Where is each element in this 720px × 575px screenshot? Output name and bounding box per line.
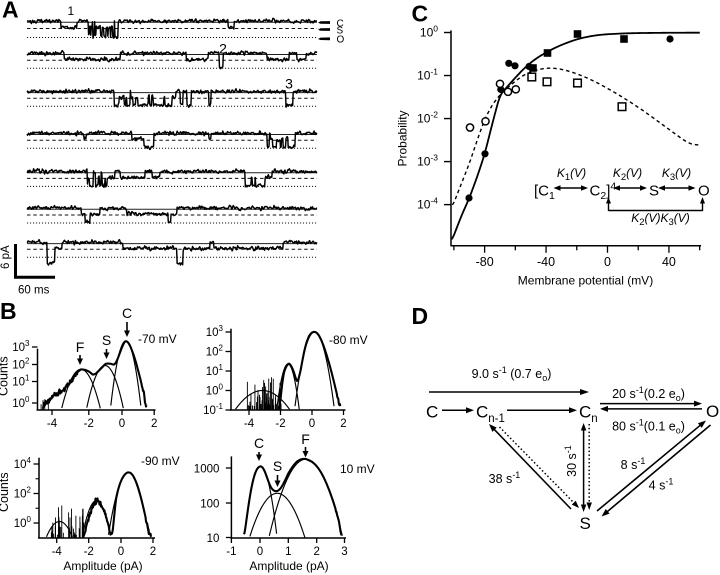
svg-text:C: C	[337, 18, 344, 29]
svg-text:2: 2	[219, 41, 227, 57]
svg-text:2: 2	[313, 546, 319, 558]
svg-text:80 s-1(0.1 eo): 80 s-1(0.1 eo)	[612, 418, 685, 436]
svg-text:-4: -4	[52, 546, 63, 558]
svg-text:9.0 s-1 (0.7 eo): 9.0 s-1 (0.7 eo)	[472, 365, 552, 383]
svg-text:O: O	[706, 402, 719, 421]
svg-text:0: 0	[118, 546, 124, 558]
svg-text:10 mV: 10 mV	[340, 462, 375, 476]
svg-text:2: 2	[340, 418, 346, 430]
svg-text:60 ms: 60 ms	[18, 285, 50, 297]
svg-text:40: 40	[662, 255, 676, 269]
svg-text:-80 mV: -80 mV	[329, 333, 368, 347]
svg-text:O: O	[698, 183, 710, 200]
svg-text:-1: -1	[226, 546, 236, 558]
svg-text:Counts: Counts	[0, 356, 11, 396]
svg-text:O: O	[337, 35, 345, 46]
svg-text:Membrane potential (mV): Membrane potential (mV)	[518, 274, 653, 288]
svg-text:6 pA: 6 pA	[0, 245, 12, 269]
svg-text:-4: -4	[244, 418, 255, 430]
svg-text:10: 10	[207, 533, 220, 545]
svg-text:2: 2	[150, 546, 156, 558]
svg-text:2: 2	[151, 418, 157, 430]
svg-text:D: D	[412, 303, 429, 329]
svg-text:A: A	[2, 0, 19, 22]
svg-text:F: F	[301, 431, 310, 447]
svg-text:0: 0	[604, 255, 611, 269]
svg-text:Amplitude (pA): Amplitude (pA)	[249, 559, 328, 573]
svg-text:0: 0	[119, 418, 125, 430]
svg-text:S: S	[580, 514, 591, 533]
svg-text:S: S	[273, 458, 282, 474]
svg-text:K2(V): K2(V)	[613, 166, 642, 183]
svg-text:Probability: Probability	[396, 110, 410, 166]
svg-text:-70 mV: -70 mV	[138, 332, 177, 346]
svg-text:0: 0	[309, 418, 315, 430]
svg-text:-4: -4	[47, 418, 58, 430]
svg-text:1000: 1000	[194, 464, 220, 476]
svg-text:0: 0	[257, 546, 263, 558]
svg-text:C: C	[122, 305, 132, 321]
svg-text:C: C	[254, 435, 264, 451]
svg-text:Amplitude (pA): Amplitude (pA)	[63, 559, 142, 573]
svg-text:3: 3	[285, 76, 293, 92]
svg-text:C: C	[426, 403, 438, 422]
svg-text:K3(V): K3(V)	[662, 166, 691, 183]
svg-text:B: B	[0, 298, 17, 324]
svg-text:K2(V)K3(V): K2(V)K3(V)	[631, 211, 690, 228]
svg-text:-40: -40	[537, 255, 555, 269]
svg-text:100: 100	[200, 499, 219, 511]
svg-text:1: 1	[285, 546, 291, 558]
svg-text:20 s-1(0.2 eo): 20 s-1(0.2 eo)	[612, 385, 685, 403]
svg-text:F: F	[76, 339, 85, 355]
svg-text:1: 1	[67, 4, 74, 18]
svg-text:S: S	[337, 25, 344, 36]
svg-text:S: S	[102, 332, 111, 348]
svg-text:-2: -2	[84, 546, 94, 558]
svg-text:-2: -2	[84, 418, 94, 430]
svg-text:Counts: Counts	[0, 472, 11, 512]
svg-text:C: C	[412, 1, 429, 27]
svg-text:-90 mV: -90 mV	[141, 454, 180, 468]
svg-text:S: S	[649, 183, 659, 200]
svg-text:3: 3	[341, 546, 347, 558]
svg-text:-2: -2	[275, 418, 285, 430]
svg-text:C2]4: C2]4	[590, 181, 617, 203]
svg-text:K1(V): K1(V)	[557, 166, 586, 183]
svg-text:-80: -80	[476, 255, 494, 269]
